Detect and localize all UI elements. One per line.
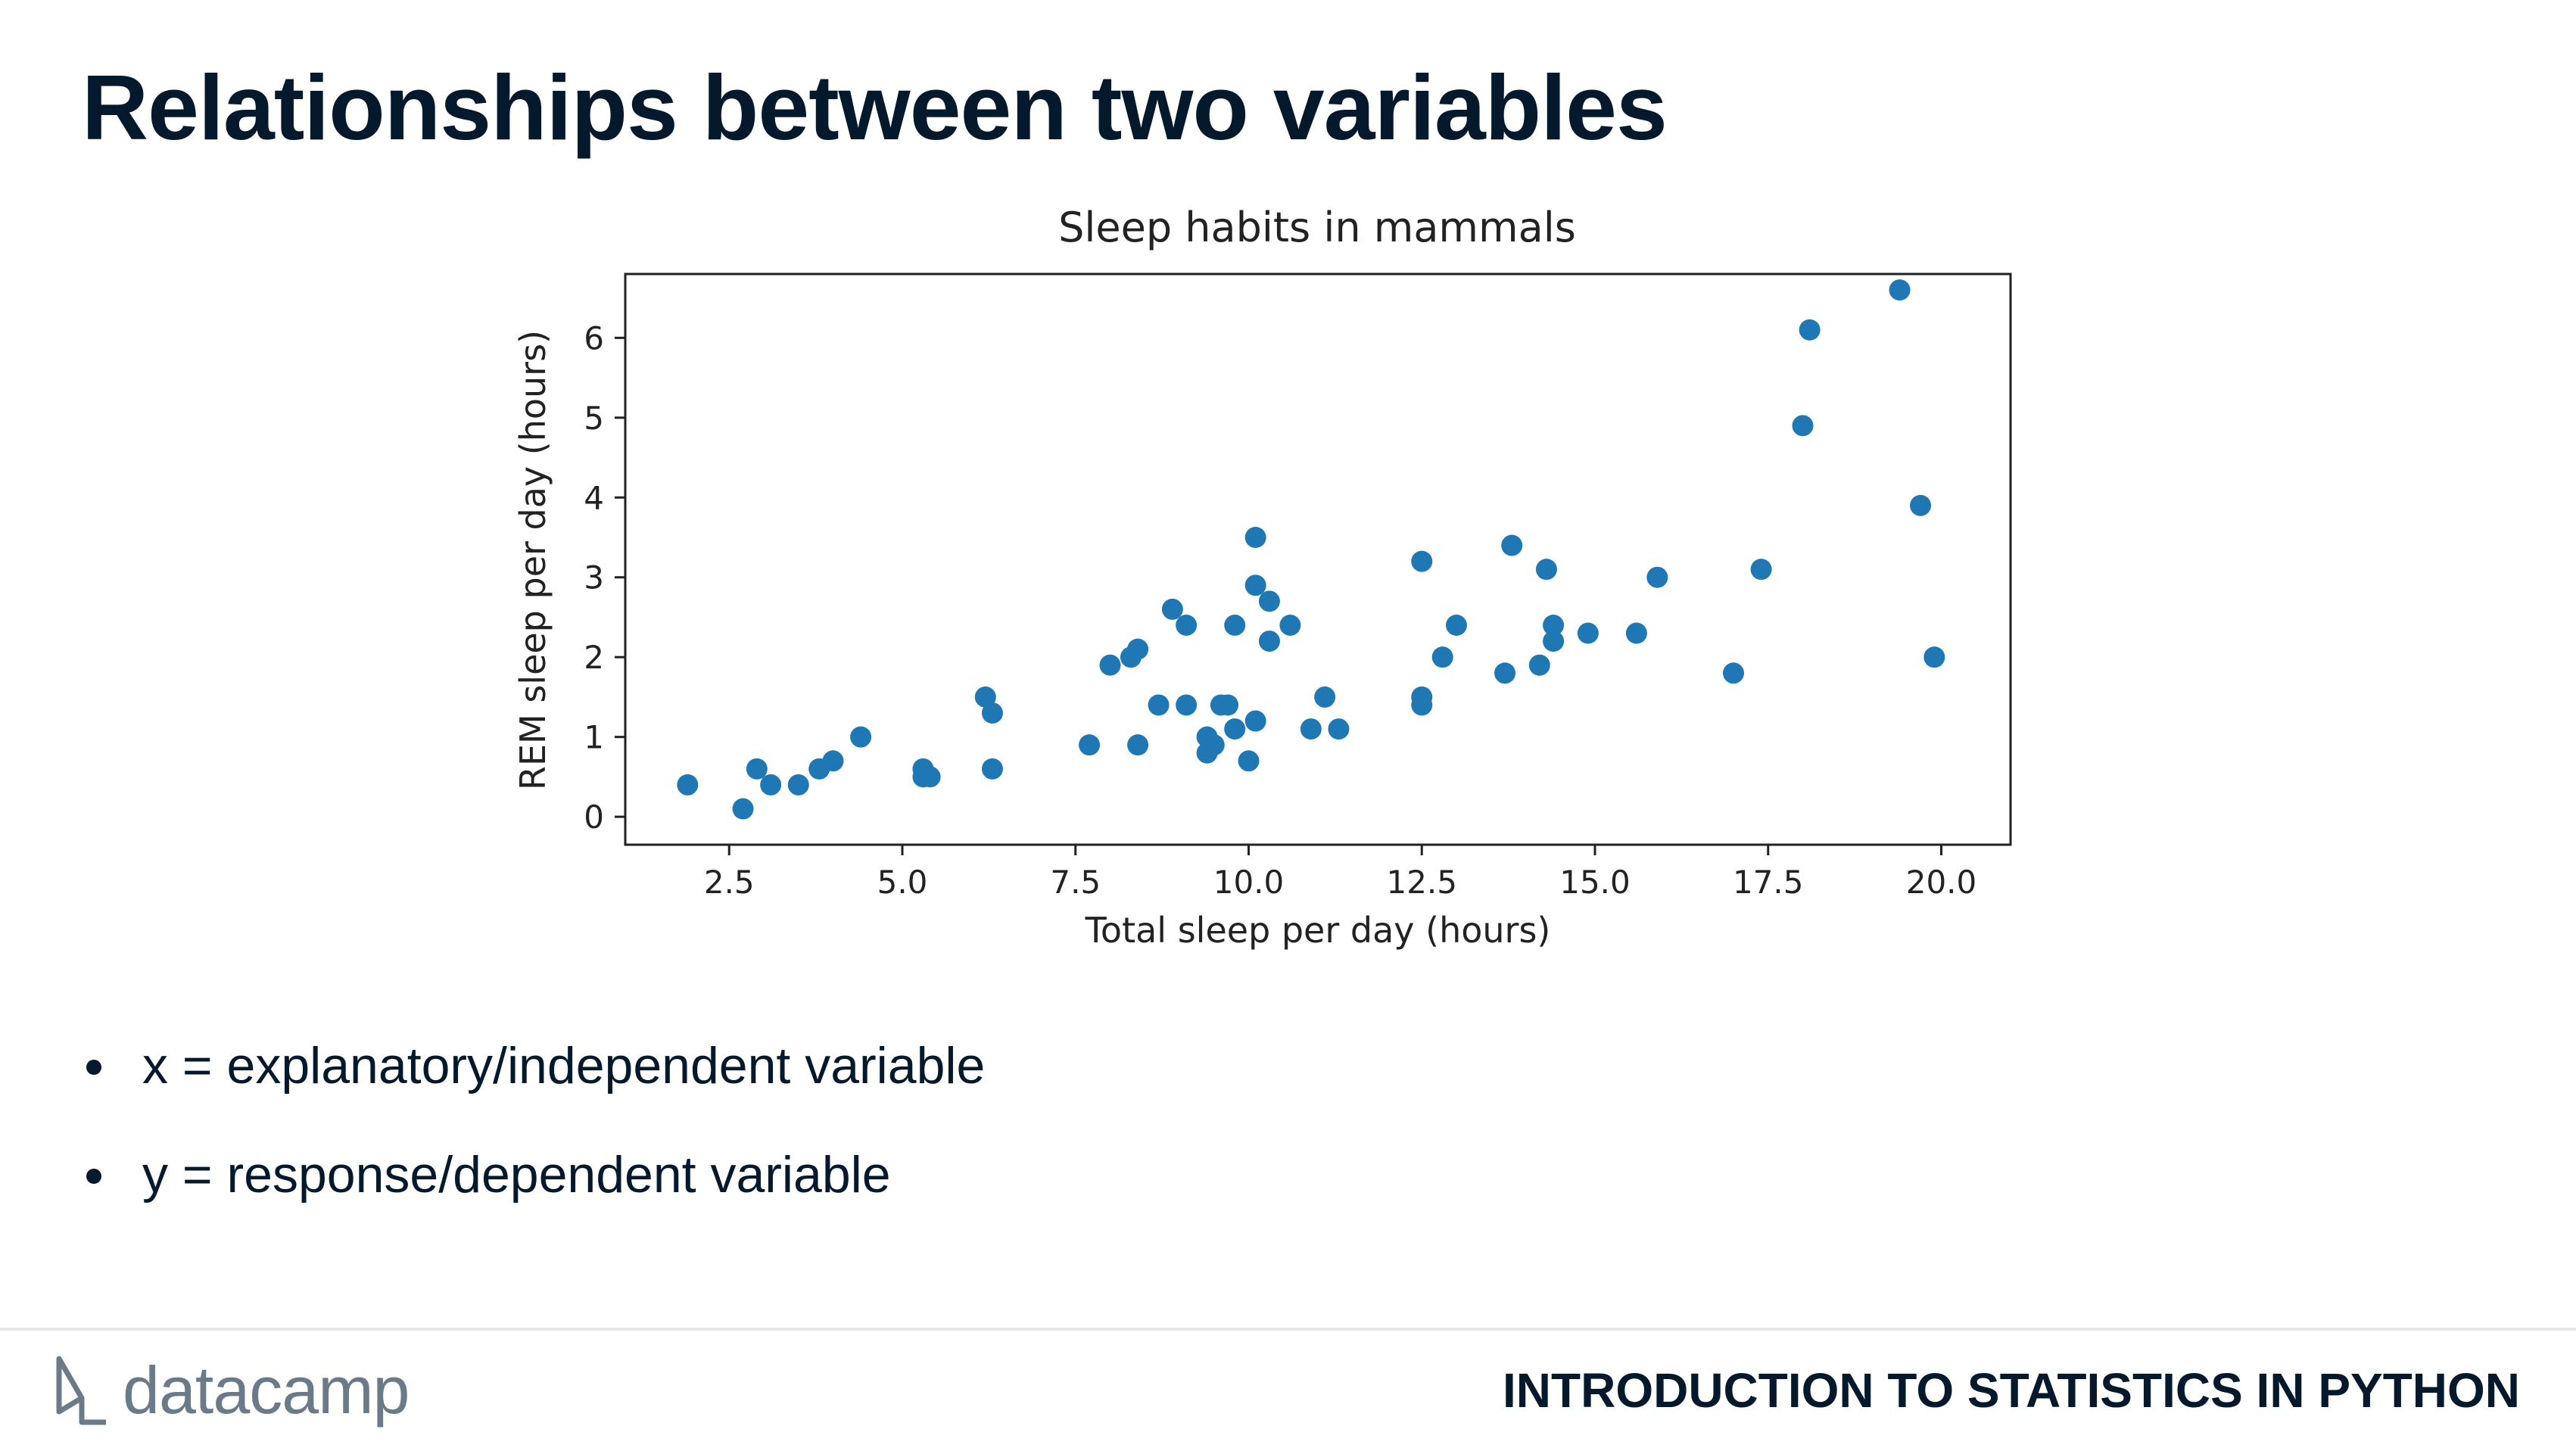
data-point-35 — [1258, 631, 1280, 652]
data-point-1 — [732, 798, 754, 820]
data-point-57 — [1799, 319, 1821, 341]
data-point-4 — [787, 774, 809, 796]
data-point-27 — [1217, 694, 1239, 716]
data-point-28 — [1224, 615, 1246, 636]
bullet-response: y = response/dependent variable — [82, 1129, 985, 1238]
data-point-2 — [746, 758, 768, 780]
data-point-3 — [760, 774, 782, 796]
x-axis-ticks: 2.5 5.0 7.5 10.0 12.5 15.0 17.5 20.0 — [704, 845, 1976, 901]
y-tick-label: 3 — [584, 559, 604, 596]
data-point-14 — [1079, 734, 1101, 756]
slide-title: Relationships between two variables — [82, 56, 1668, 159]
data-point-19 — [1148, 694, 1170, 716]
data-point-30 — [1238, 750, 1260, 772]
data-point-6 — [822, 750, 844, 772]
data-point-48 — [1535, 559, 1557, 581]
x-tick-label: 17.5 — [1733, 864, 1804, 901]
bullet-explanatory: x = explanatory/independent variable — [82, 1020, 985, 1129]
data-point-7 — [850, 726, 872, 748]
data-point-40 — [1411, 550, 1433, 572]
y-axis-label: REM sleep per day (hours) — [512, 330, 553, 790]
data-point-10 — [919, 766, 941, 788]
y-tick-label: 2 — [584, 639, 604, 676]
y-tick-label: 1 — [584, 719, 604, 756]
y-tick-label: 6 — [584, 319, 604, 357]
x-tick-label: 20.0 — [1906, 864, 1977, 901]
y-tick-label: 5 — [584, 400, 604, 437]
bullet-text: y = response/dependent variable — [142, 1146, 891, 1203]
data-point-51 — [1577, 622, 1599, 644]
data-point-11 — [974, 686, 996, 708]
data-point-37 — [1300, 718, 1322, 740]
y-tick-label: 4 — [584, 479, 604, 516]
x-tick-label: 2.5 — [704, 864, 755, 901]
data-point-38 — [1314, 686, 1336, 708]
scatter-chart: Sleep habits in mammals 2.5 5.0 7.5 10.0 12.… — [512, 204, 2012, 951]
plot-area — [624, 272, 2012, 846]
data-point-21 — [1176, 615, 1198, 636]
data-point-31 — [1244, 527, 1266, 548]
data-point-49 — [1543, 615, 1565, 636]
data-point-47 — [1528, 654, 1550, 676]
datacamp-logo[interactable]: datacamp — [51, 1349, 410, 1432]
data-point-46 — [1501, 534, 1523, 556]
bullet-dot-icon — [86, 1169, 101, 1184]
data-point-29 — [1224, 718, 1246, 740]
x-tick-label: 15.0 — [1559, 864, 1631, 901]
datacamp-logo-icon — [56, 1356, 106, 1425]
data-point-20 — [1161, 598, 1183, 620]
bullet-dot-icon — [86, 1060, 101, 1075]
data-point-39 — [1328, 718, 1350, 740]
data-point-34 — [1258, 590, 1280, 612]
data-point-59 — [1910, 494, 1932, 516]
data-point-44 — [1446, 615, 1467, 636]
data-points — [677, 279, 1945, 820]
data-point-58 — [1889, 279, 1911, 301]
bullet-text: x = explanatory/independent variable — [142, 1037, 986, 1094]
data-point-17 — [1127, 638, 1149, 660]
data-point-60 — [1923, 646, 1945, 668]
data-point-12 — [981, 702, 1003, 724]
x-tick-label: 12.5 — [1386, 864, 1457, 901]
course-name: INTRODUCTION TO STATISTICS IN PYTHON — [1503, 1363, 2520, 1418]
data-point-56 — [1792, 415, 1814, 437]
data-point-42 — [1411, 694, 1433, 716]
data-point-22 — [1176, 694, 1198, 716]
data-point-55 — [1750, 559, 1772, 581]
data-point-53 — [1646, 566, 1668, 588]
x-tick-label: 7.5 — [1050, 864, 1101, 901]
data-point-0 — [677, 774, 699, 796]
data-point-36 — [1279, 615, 1301, 636]
data-point-25 — [1203, 734, 1225, 756]
data-point-52 — [1625, 622, 1647, 644]
y-tick-label: 0 — [584, 799, 604, 836]
data-point-15 — [1099, 654, 1121, 676]
footer-divider — [0, 1328, 2576, 1331]
chart-title: Sleep habits in mammals — [1058, 204, 1576, 251]
data-point-32 — [1244, 574, 1266, 596]
bullet-list: x = explanatory/independent variable y =… — [82, 1020, 985, 1238]
data-point-43 — [1431, 646, 1453, 668]
x-tick-label: 10.0 — [1213, 864, 1285, 901]
x-axis-label: Total sleep per day (hours) — [1085, 910, 1551, 951]
data-point-54 — [1723, 662, 1744, 684]
data-point-50 — [1543, 631, 1565, 652]
x-tick-label: 5.0 — [877, 864, 928, 901]
logo-text: datacamp — [123, 1353, 410, 1428]
data-point-13 — [981, 758, 1003, 780]
y-axis-ticks: 0 1 2 3 4 5 6 — [584, 319, 625, 836]
data-point-33 — [1244, 710, 1266, 732]
data-point-18 — [1127, 734, 1149, 756]
data-point-45 — [1494, 662, 1516, 684]
